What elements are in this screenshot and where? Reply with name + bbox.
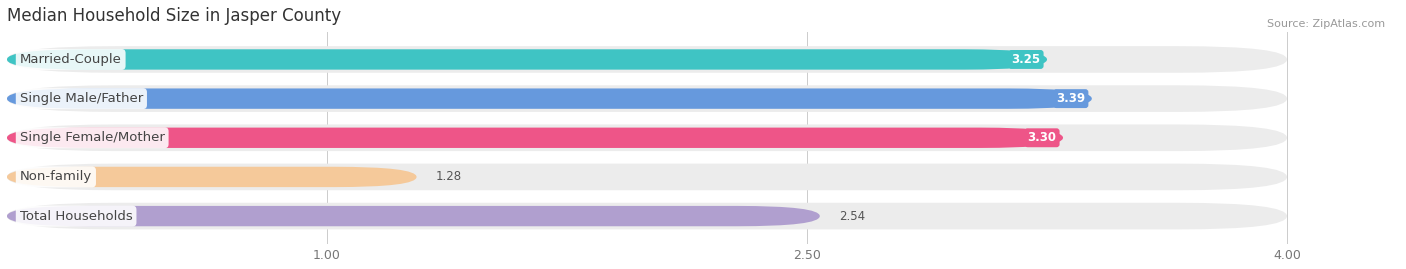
Text: Median Household Size in Jasper County: Median Household Size in Jasper County: [7, 7, 342, 25]
Text: Single Male/Father: Single Male/Father: [20, 92, 143, 105]
Text: Non-family: Non-family: [20, 171, 91, 183]
Text: 3.25: 3.25: [1011, 53, 1040, 66]
FancyBboxPatch shape: [7, 128, 1063, 148]
FancyBboxPatch shape: [7, 125, 1286, 151]
Text: Single Female/Mother: Single Female/Mother: [20, 131, 165, 144]
FancyBboxPatch shape: [7, 46, 1286, 73]
Text: 1.28: 1.28: [436, 171, 463, 183]
Text: Married-Couple: Married-Couple: [20, 53, 122, 66]
FancyBboxPatch shape: [7, 167, 416, 187]
Text: 3.39: 3.39: [1056, 92, 1085, 105]
FancyBboxPatch shape: [7, 85, 1286, 112]
Text: Total Households: Total Households: [20, 210, 132, 222]
FancyBboxPatch shape: [7, 89, 1092, 109]
Text: 3.30: 3.30: [1028, 131, 1057, 144]
FancyBboxPatch shape: [7, 164, 1286, 190]
FancyBboxPatch shape: [7, 49, 1047, 70]
FancyBboxPatch shape: [7, 203, 1286, 229]
Text: 2.54: 2.54: [839, 210, 865, 222]
FancyBboxPatch shape: [7, 206, 820, 226]
Text: Source: ZipAtlas.com: Source: ZipAtlas.com: [1267, 19, 1385, 29]
